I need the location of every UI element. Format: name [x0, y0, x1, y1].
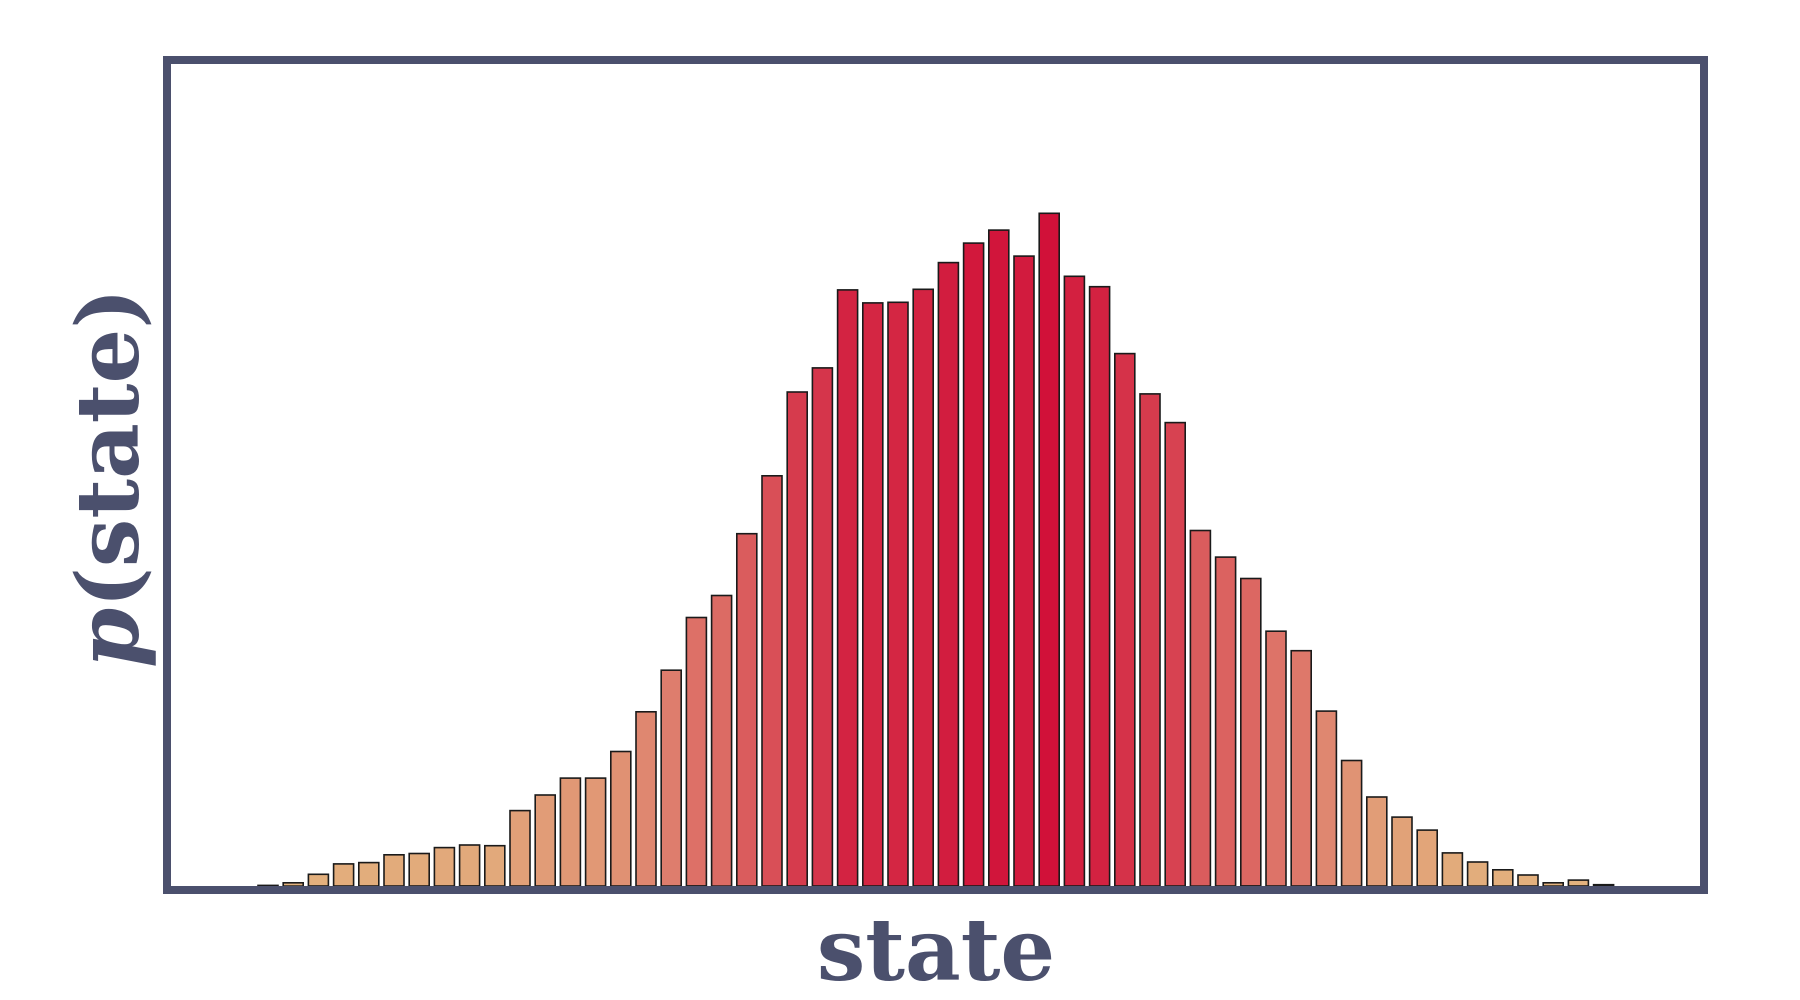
histogram-bar: [282, 881, 305, 887]
histogram-bar: [962, 242, 985, 887]
x-axis-label: state: [817, 900, 1055, 1000]
histogram-bar: [1189, 529, 1212, 887]
histogram-bar: [660, 669, 683, 887]
histogram-bar: [1567, 879, 1590, 887]
histogram-bar: [861, 302, 884, 887]
bars-group: [257, 212, 1615, 887]
histogram-bar: [836, 289, 859, 887]
histogram-bar: [1315, 710, 1338, 887]
y-axis-label: p(state): [58, 288, 159, 668]
histogram-bar: [1164, 421, 1186, 887]
histogram-bar: [1366, 796, 1388, 887]
histogram-bar: [1114, 352, 1136, 887]
histogram-bar: [1441, 852, 1464, 887]
histogram-bar: [383, 853, 405, 887]
histogram-bar: [1013, 255, 1035, 887]
histogram-bar: [609, 750, 632, 887]
histogram-bar: [483, 844, 506, 887]
histogram-bar: [332, 863, 355, 887]
histogram-bar: [433, 846, 456, 887]
histogram-bar: [559, 777, 582, 887]
histogram-bar: [1088, 285, 1111, 887]
histogram-bar: [307, 873, 330, 887]
histogram-bar: [1517, 874, 1539, 887]
y-axis-label-symbol: p: [58, 608, 159, 668]
histogram-bar: [1492, 868, 1514, 887]
histogram-bar: [1466, 861, 1489, 887]
histogram-bar: [912, 288, 935, 887]
histogram-bar: [987, 229, 1010, 887]
histogram-bar: [458, 844, 481, 887]
histogram-bar: [1265, 630, 1287, 887]
histogram-bar: [735, 532, 758, 887]
histogram-bar: [1416, 829, 1438, 887]
histogram-bar: [534, 794, 557, 887]
histogram-bar: [761, 474, 783, 887]
plot-frame: [163, 56, 1708, 894]
histogram-bar: [1214, 556, 1237, 887]
histogram-bar: [509, 809, 531, 887]
y-axis-label-text: (state): [58, 288, 159, 608]
histogram-bar: [1592, 883, 1615, 887]
histogram-bar: [1542, 881, 1564, 887]
histogram-bar: [635, 710, 657, 887]
histogram-bar: [1139, 393, 1161, 887]
histogram-bar: [584, 777, 607, 887]
histogram-bar: [1290, 649, 1312, 887]
histogram-bar: [1340, 759, 1363, 887]
histogram-bar: [357, 861, 380, 887]
histogram-bar: [937, 261, 960, 887]
histogram-bar: [1391, 816, 1413, 887]
histogram-bar: [710, 594, 733, 887]
histogram-bar: [786, 391, 809, 887]
histogram-bar: [408, 852, 431, 887]
histogram-bar: [685, 616, 708, 887]
histogram-bar: [1240, 577, 1262, 887]
histogram-bar: [887, 301, 909, 887]
histogram-bar: [257, 884, 279, 887]
histogram-bar: [1063, 275, 1086, 887]
histogram-bar: [1038, 212, 1060, 887]
histogram-bar: [811, 367, 834, 887]
